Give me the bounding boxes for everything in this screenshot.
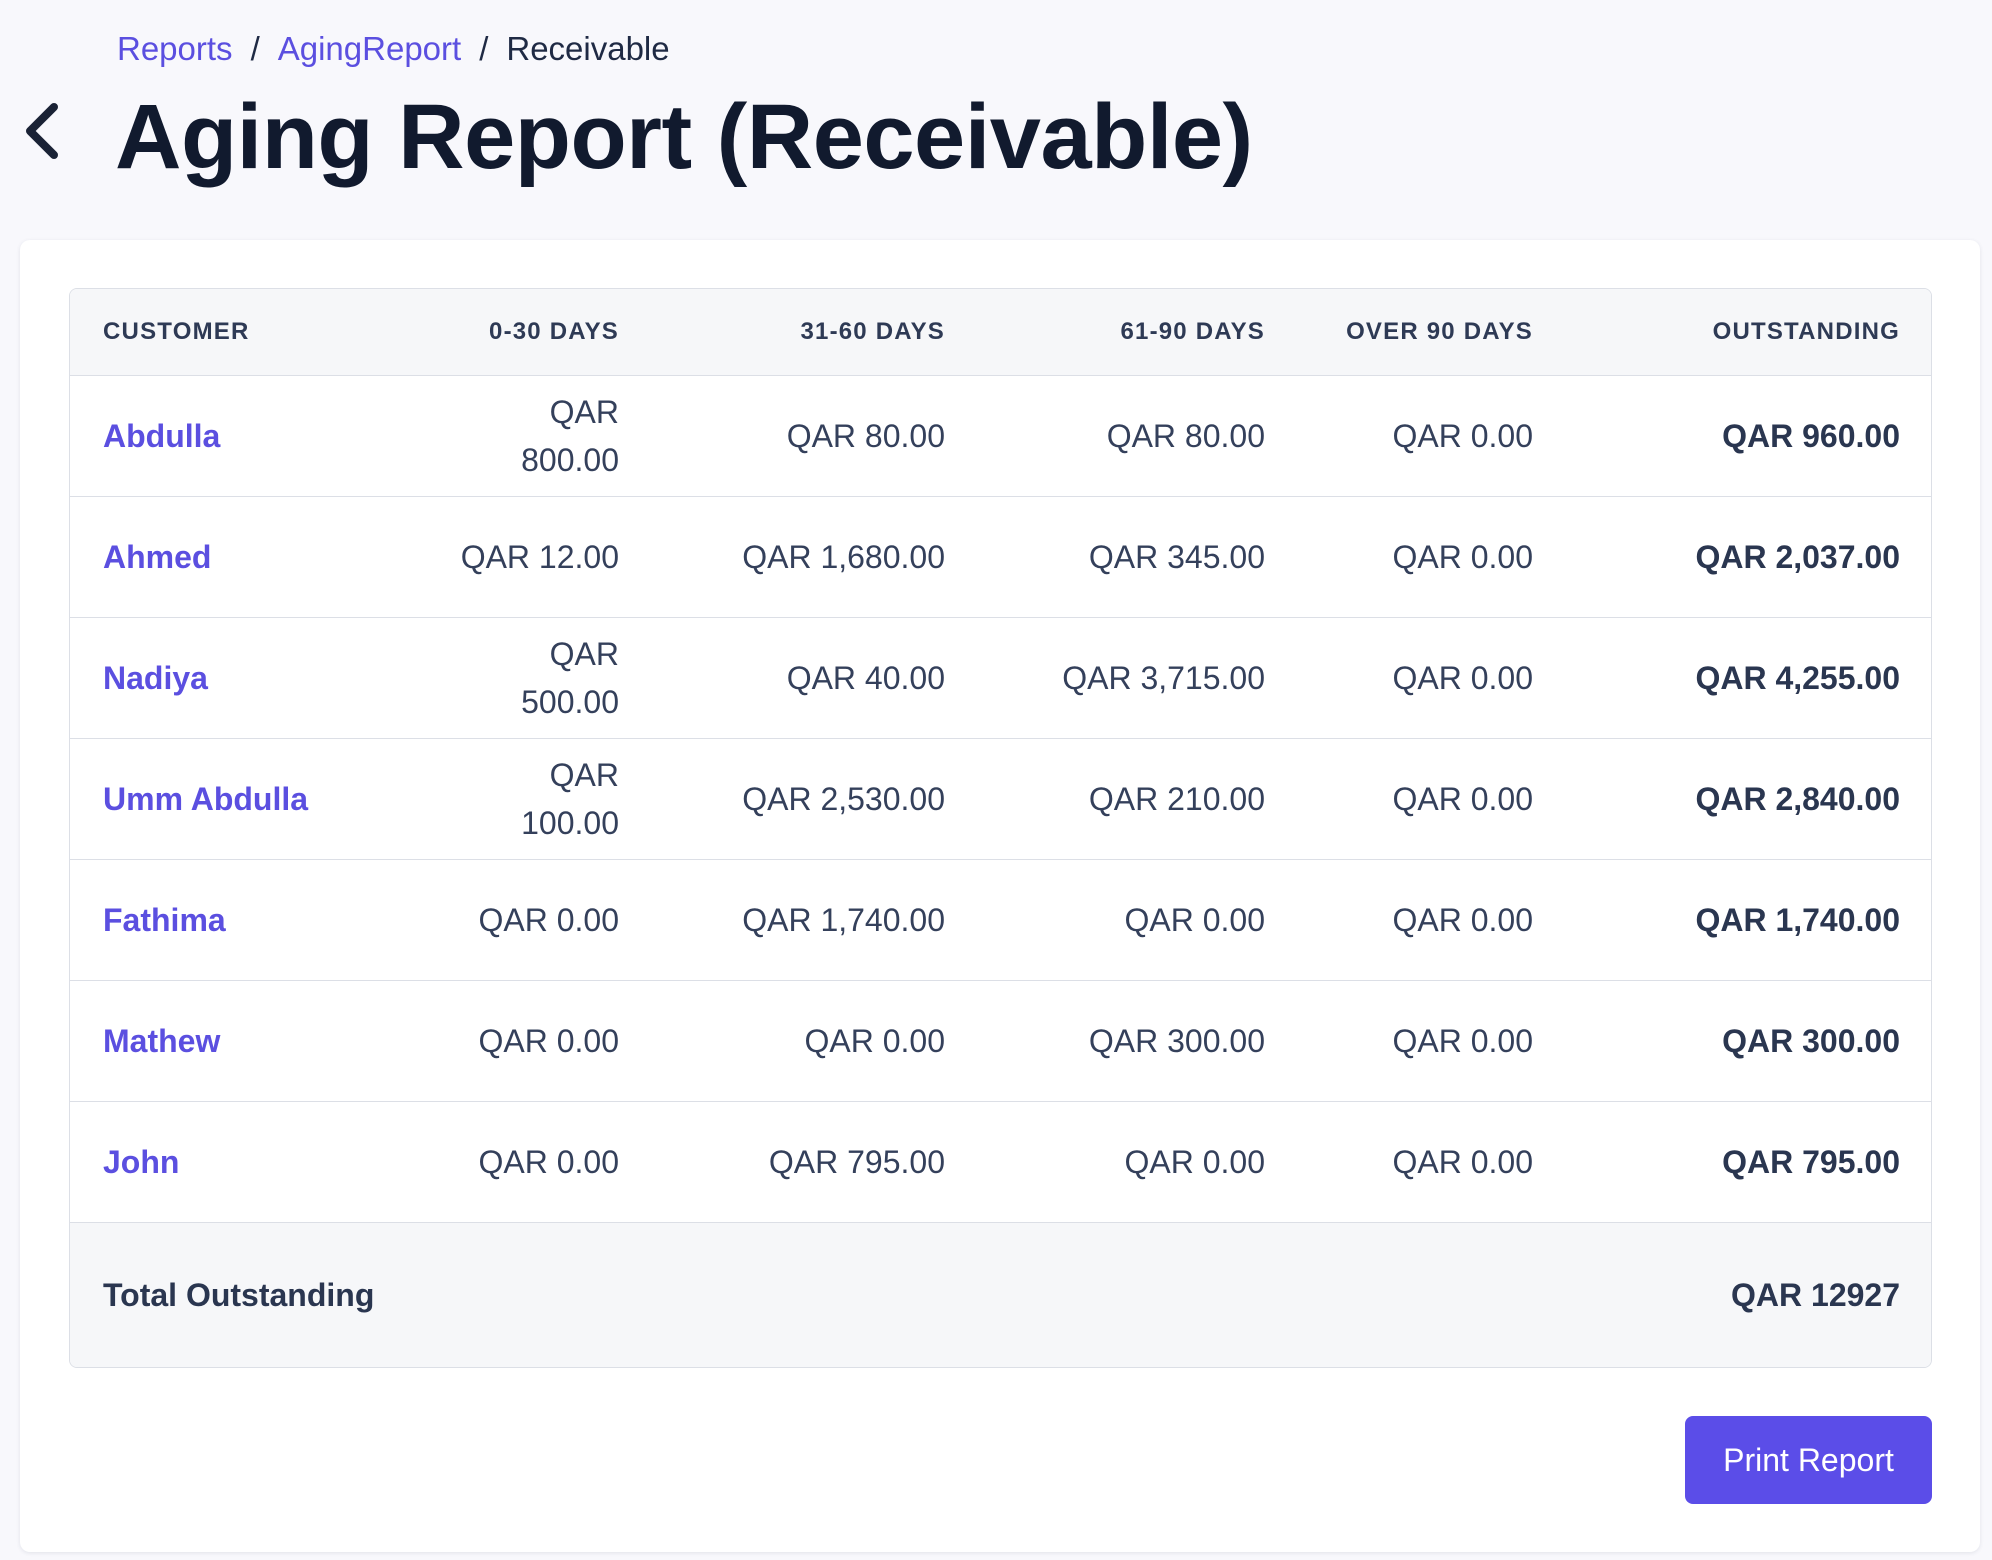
cell-over-90-days: QAR 0.00 [1298,496,1566,618]
cell-31-60-days: QAR 1,740.00 [652,859,978,981]
cell-31-60-days: QAR 795.00 [652,1101,978,1223]
table-row: Mathew QAR 0.00 QAR 0.00 QAR 300.00 QAR … [70,980,1931,1102]
cell-61-90-days: QAR 210.00 [978,738,1298,860]
cell-0-30-days: QAR 0.00 [410,859,652,981]
chevron-left-icon [26,103,58,159]
total-outstanding-value: QAR 12927 [1566,1222,1931,1367]
table-row: Fathima QAR 0.00 QAR 1,740.00 QAR 0.00 Q… [70,859,1931,981]
print-report-button[interactable]: Print Report [1685,1416,1932,1504]
cell-over-90-days: QAR 0.00 [1298,1101,1566,1223]
cell-0-30-days: QAR 500.00 [410,617,652,739]
cell-outstanding: QAR 2,037.00 [1566,496,1931,618]
column-header-31-60-days: 31-60 DAYS [652,289,978,376]
cell-31-60-days: QAR 1,680.00 [652,496,978,618]
cell-over-90-days: QAR 0.00 [1298,738,1566,860]
cell-61-90-days: QAR 3,715.00 [978,617,1298,739]
table-row: Umm Abdulla QAR 100.00 QAR 2,530.00 QAR … [70,738,1931,860]
breadcrumb-separator: / [479,30,489,67]
cell-61-90-days: QAR 345.00 [978,496,1298,618]
aging-table-container: CUSTOMER 0-30 DAYS 31-60 DAYS 61-90 DAYS… [69,288,1932,1368]
total-spacer [410,1222,1566,1367]
customer-link[interactable]: John [70,1101,410,1223]
customer-link[interactable]: Nadiya [70,617,410,739]
cell-31-60-days: QAR 80.00 [652,375,978,497]
column-header-61-90-days: 61-90 DAYS [978,289,1298,376]
aging-table: CUSTOMER 0-30 DAYS 31-60 DAYS 61-90 DAYS… [70,289,1931,1367]
cell-outstanding: QAR 1,740.00 [1566,859,1931,981]
table-header-row: CUSTOMER 0-30 DAYS 31-60 DAYS 61-90 DAYS… [70,289,1931,376]
table-row: Ahmed QAR 12.00 QAR 1,680.00 QAR 345.00 … [70,496,1931,618]
cell-outstanding: QAR 795.00 [1566,1101,1931,1223]
cell-outstanding: QAR 300.00 [1566,980,1931,1102]
customer-link[interactable]: Mathew [70,980,410,1102]
customer-link[interactable]: Fathima [70,859,410,981]
cell-61-90-days: QAR 0.00 [978,1101,1298,1223]
cell-0-30-days: QAR 0.00 [410,1101,652,1223]
report-card: CUSTOMER 0-30 DAYS 31-60 DAYS 61-90 DAYS… [20,240,1980,1552]
cell-61-90-days: QAR 0.00 [978,859,1298,981]
cell-61-90-days: QAR 300.00 [978,980,1298,1102]
table-row: Abdulla QAR 800.00 QAR 80.00 QAR 80.00 Q… [70,375,1931,497]
column-header-outstanding: OUTSTANDING [1566,289,1931,376]
cell-0-30-days: QAR 800.00 [410,375,652,497]
table-row: John QAR 0.00 QAR 795.00 QAR 0.00 QAR 0.… [70,1101,1931,1223]
customer-link[interactable]: Umm Abdulla [70,738,410,860]
cell-outstanding: QAR 2,840.00 [1566,738,1931,860]
cell-31-60-days: QAR 40.00 [652,617,978,739]
column-header-over-90-days: OVER 90 DAYS [1298,289,1566,376]
column-header-customer: CUSTOMER [70,289,410,376]
cell-outstanding: QAR 960.00 [1566,375,1931,497]
cell-31-60-days: QAR 0.00 [652,980,978,1102]
cell-outstanding: QAR 4,255.00 [1566,617,1931,739]
cell-over-90-days: QAR 0.00 [1298,617,1566,739]
cell-61-90-days: QAR 80.00 [978,375,1298,497]
total-row: Total Outstanding QAR 12927 [70,1222,1931,1367]
cell-31-60-days: QAR 2,530.00 [652,738,978,860]
cell-0-30-days: QAR 100.00 [410,738,652,860]
cell-over-90-days: QAR 0.00 [1298,859,1566,981]
column-header-0-30-days: 0-30 DAYS [410,289,652,376]
breadcrumb-link-reports[interactable]: Reports [117,30,233,67]
table-row: Nadiya QAR 500.00 QAR 40.00 QAR 3,715.00… [70,617,1931,739]
cell-over-90-days: QAR 0.00 [1298,375,1566,497]
total-outstanding-label: Total Outstanding [70,1222,410,1367]
cell-over-90-days: QAR 0.00 [1298,980,1566,1102]
breadcrumb-link-agingreport[interactable]: AgingReport [277,30,462,67]
breadcrumb-separator: / [250,30,260,67]
breadcrumb: Reports / AgingReport / Receivable [117,28,670,70]
customer-link[interactable]: Ahmed [70,496,410,618]
back-button[interactable] [10,96,74,166]
breadcrumb-current: Receivable [506,30,670,67]
cell-0-30-days: QAR 0.00 [410,980,652,1102]
page-title: Aging Report (Receivable) [115,86,1253,188]
cell-0-30-days: QAR 12.00 [410,496,652,618]
customer-link[interactable]: Abdulla [70,375,410,497]
